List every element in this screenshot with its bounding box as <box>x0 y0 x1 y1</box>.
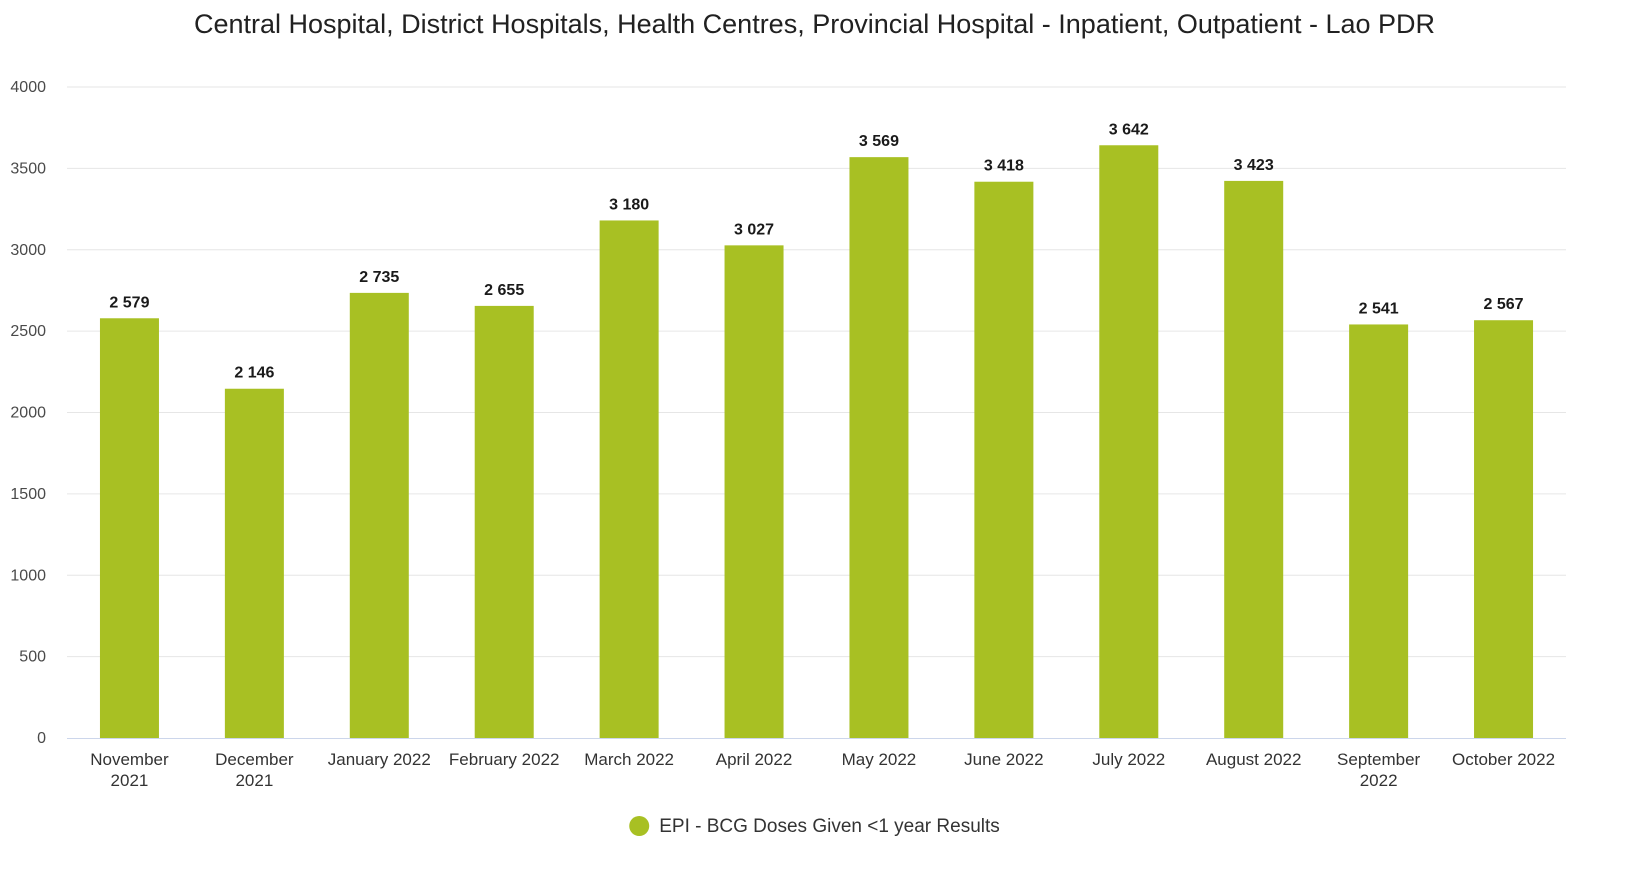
data-label: 2 579 <box>109 294 149 311</box>
data-label: 3 569 <box>859 133 899 150</box>
y-tick-label: 4000 <box>10 79 46 96</box>
data-label: 2 541 <box>1359 300 1399 317</box>
bar[interactable] <box>99 318 159 738</box>
y-tick-label: 3000 <box>10 242 46 259</box>
x-tick-label: July 2022 <box>1092 750 1165 769</box>
x-tick-label: October 2022 <box>1452 750 1555 769</box>
bar[interactable] <box>1099 145 1159 738</box>
x-tick-label: January 2022 <box>328 750 431 769</box>
legend[interactable]: EPI - BCG Doses Given <1 year Results <box>629 816 1000 837</box>
data-labels: 2 579 2 146 2 735 2 655 3 180 3 027 3 569 3 418… <box>109 121 1523 381</box>
y-tick-label: 2000 <box>10 405 46 422</box>
data-label: 3 418 <box>984 158 1024 175</box>
data-label: 2 655 <box>484 282 524 299</box>
data-label: 2 735 <box>359 269 399 286</box>
x-tick-label: May 2022 <box>842 750 917 769</box>
data-label: 2 567 <box>1484 296 1524 313</box>
x-tick-label: April 2022 <box>716 750 793 769</box>
gridlines <box>67 86 1566 658</box>
bar[interactable] <box>974 181 1034 738</box>
y-tick-label: 1500 <box>10 486 46 503</box>
y-axis-ticks: 0 500 1000 1500 2000 2500 3000 3500 4000 <box>10 79 46 747</box>
x-tick-label: December 2021 <box>215 750 294 790</box>
data-label: 2 146 <box>234 365 274 382</box>
legend-marker-icon <box>629 816 650 836</box>
bar[interactable] <box>1224 180 1284 739</box>
data-label: 3 642 <box>1109 121 1149 138</box>
x-tick-label: November 2021 <box>90 750 169 790</box>
bar[interactable] <box>224 388 284 738</box>
data-label: 3 180 <box>609 196 649 213</box>
x-tick-label: June 2022 <box>964 750 1043 769</box>
bar[interactable] <box>1474 320 1534 738</box>
data-label: 3 423 <box>1234 157 1274 174</box>
bar[interactable] <box>474 305 534 738</box>
x-axis-ticks: November 2021 December 2021 January 2022 Febr… <box>90 750 1555 790</box>
bar[interactable] <box>849 157 909 738</box>
data-label: 3 027 <box>734 221 774 238</box>
x-tick-label: March 2022 <box>584 750 674 769</box>
bars <box>99 145 1534 739</box>
x-tick-label: September 2022 <box>1337 750 1420 790</box>
bar[interactable] <box>599 220 659 738</box>
y-tick-label: 1000 <box>10 567 46 584</box>
y-tick-label: 2500 <box>10 323 46 340</box>
legend-label: EPI - BCG Doses Given <1 year Results <box>659 816 1000 837</box>
y-tick-label: 3500 <box>10 160 46 177</box>
bar[interactable] <box>349 292 409 738</box>
y-tick-label: 0 <box>37 730 46 747</box>
bar[interactable] <box>1349 324 1409 738</box>
chart-title: Central Hospital, District Hospitals, He… <box>194 9 1435 39</box>
x-tick-label: August 2022 <box>1206 750 1301 769</box>
x-tick-label: February 2022 <box>449 750 560 769</box>
y-tick-label: 500 <box>19 649 46 666</box>
bar[interactable] <box>724 245 784 738</box>
